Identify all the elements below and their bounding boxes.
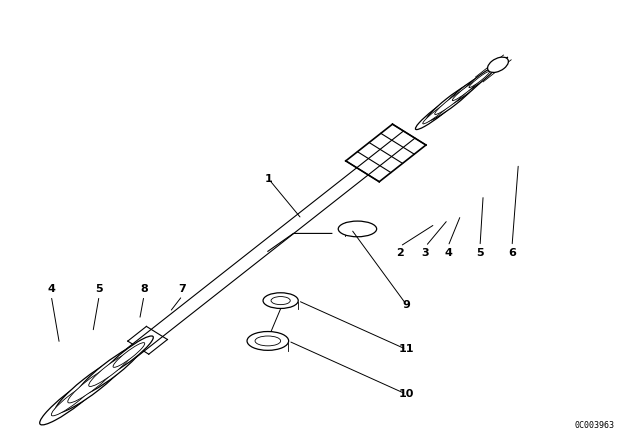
Ellipse shape [464, 67, 495, 92]
Ellipse shape [488, 57, 508, 73]
Ellipse shape [255, 336, 281, 346]
Ellipse shape [104, 336, 154, 374]
Ellipse shape [51, 382, 94, 416]
Text: 2: 2 [396, 248, 404, 258]
Ellipse shape [40, 373, 106, 425]
Ellipse shape [263, 293, 298, 308]
Ellipse shape [452, 80, 478, 101]
Ellipse shape [55, 356, 128, 413]
Text: 6: 6 [508, 248, 516, 258]
Text: 1: 1 [265, 174, 273, 184]
Ellipse shape [247, 332, 289, 350]
Text: 5: 5 [476, 248, 484, 258]
Text: 4: 4 [47, 284, 55, 294]
Text: 3: 3 [422, 248, 429, 258]
Ellipse shape [446, 75, 484, 106]
Text: 4: 4 [444, 248, 452, 258]
Ellipse shape [339, 221, 376, 237]
Text: 11: 11 [399, 345, 414, 354]
Ellipse shape [415, 95, 459, 129]
Ellipse shape [423, 101, 452, 124]
Text: 7: 7 [179, 284, 186, 294]
Text: 5: 5 [95, 284, 103, 294]
Ellipse shape [113, 343, 145, 367]
Ellipse shape [68, 366, 115, 403]
Text: 0C003963: 0C003963 [575, 421, 614, 430]
Ellipse shape [89, 353, 132, 387]
Text: 9: 9 [403, 300, 410, 310]
Ellipse shape [469, 71, 490, 87]
Ellipse shape [271, 297, 291, 305]
Ellipse shape [426, 82, 476, 121]
Text: 10: 10 [399, 389, 414, 399]
Text: 8: 8 [140, 284, 148, 294]
Ellipse shape [435, 89, 468, 115]
Ellipse shape [77, 344, 143, 396]
